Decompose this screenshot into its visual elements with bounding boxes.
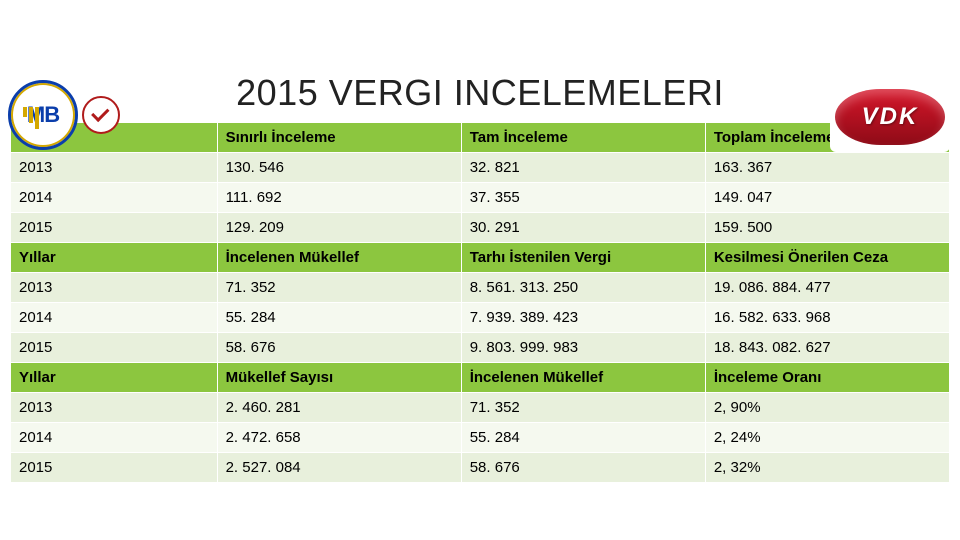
vdk-logo: VDK [830,82,950,152]
table-row: 2013130. 54632. 821163. 367 [11,153,950,183]
table-header-cell: Tam İnceleme [461,123,705,153]
logo-left-cluster: MB [8,80,120,150]
table-cell: 2014 [11,183,218,213]
table-header-row: YıllarSınırlı İncelemeTam İncelemeToplam… [11,123,950,153]
table-cell: 129. 209 [217,213,461,243]
table-cell: 2. 527. 084 [217,453,461,483]
table-header-row: Yıllarİncelenen MükellefTarhı İstenilen … [11,243,950,273]
table-row: 201455. 2847. 939. 389. 42316. 582. 633.… [11,303,950,333]
table-header-cell: Kesilmesi Önerilen Ceza [705,243,949,273]
table-header-row: YıllarMükellef Sayısıİncelenen Mükellefİ… [11,363,950,393]
vdk-logo-text: VDK [862,103,919,131]
table-header-cell: Tarhı İstenilen Vergi [461,243,705,273]
table-cell: 2, 24% [705,423,949,453]
table-cell: 18. 843. 082. 627 [705,333,949,363]
table-row: 2015129. 20930. 291159. 500 [11,213,950,243]
table-cell: 19. 086. 884. 477 [705,273,949,303]
table-cell: 2014 [11,303,218,333]
table-row: 201558. 6769. 803. 999. 98318. 843. 082.… [11,333,950,363]
table-cell: 149. 047 [705,183,949,213]
table-cell: 2015 [11,213,218,243]
table-header-cell: İncelenen Mükellef [217,243,461,273]
table-cell: 2015 [11,453,218,483]
mb-logo: MB [8,80,78,150]
vdk-small-logo [82,96,120,134]
table-row: 20142. 472. 65855. 2842, 24% [11,423,950,453]
table-row: 20132. 460. 28171. 3522, 90% [11,393,950,423]
table-cell: 2. 472. 658 [217,423,461,453]
table-cell: 163. 367 [705,153,949,183]
table-cell: 2, 32% [705,453,949,483]
table-cell: 71. 352 [461,393,705,423]
table-cell: 37. 355 [461,183,705,213]
table-header-cell: Yıllar [11,363,218,393]
page-title: 2015 VERGI INCELEMELERI [0,72,960,114]
table-cell: 2013 [11,153,218,183]
table-cell: 9. 803. 999. 983 [461,333,705,363]
table-cell: 2014 [11,423,218,453]
table-cell: 2015 [11,333,218,363]
table-cell: 130. 546 [217,153,461,183]
table-cell: 2013 [11,273,218,303]
table-cell: 7. 939. 389. 423 [461,303,705,333]
data-table: YıllarSınırlı İncelemeTam İncelemeToplam… [10,122,950,483]
tables-container: YıllarSınırlı İncelemeTam İncelemeToplam… [0,122,960,483]
table-cell: 55. 284 [461,423,705,453]
table-cell: 58. 676 [461,453,705,483]
table-cell: 2. 460. 281 [217,393,461,423]
table-header-cell: Yıllar [11,243,218,273]
table-cell: 55. 284 [217,303,461,333]
logo-right: VDK [830,82,950,152]
table-cell: 2013 [11,393,218,423]
table-cell: 159. 500 [705,213,949,243]
table-header-cell: Sınırlı İnceleme [217,123,461,153]
table-cell: 111. 692 [217,183,461,213]
table-cell: 16. 582. 633. 968 [705,303,949,333]
table-row: 201371. 3528. 561. 313. 25019. 086. 884.… [11,273,950,303]
table-cell: 71. 352 [217,273,461,303]
table-cell: 30. 291 [461,213,705,243]
table-header-cell: İncelenen Mükellef [461,363,705,393]
table-cell: 8. 561. 313. 250 [461,273,705,303]
table-cell: 32. 821 [461,153,705,183]
table-header-cell: İnceleme Oranı [705,363,949,393]
table-cell: 2, 90% [705,393,949,423]
table-cell: 58. 676 [217,333,461,363]
table-row: 2014111. 69237. 355149. 047 [11,183,950,213]
table-row: 20152. 527. 08458. 6762, 32% [11,453,950,483]
table-header-cell: Mükellef Sayısı [217,363,461,393]
